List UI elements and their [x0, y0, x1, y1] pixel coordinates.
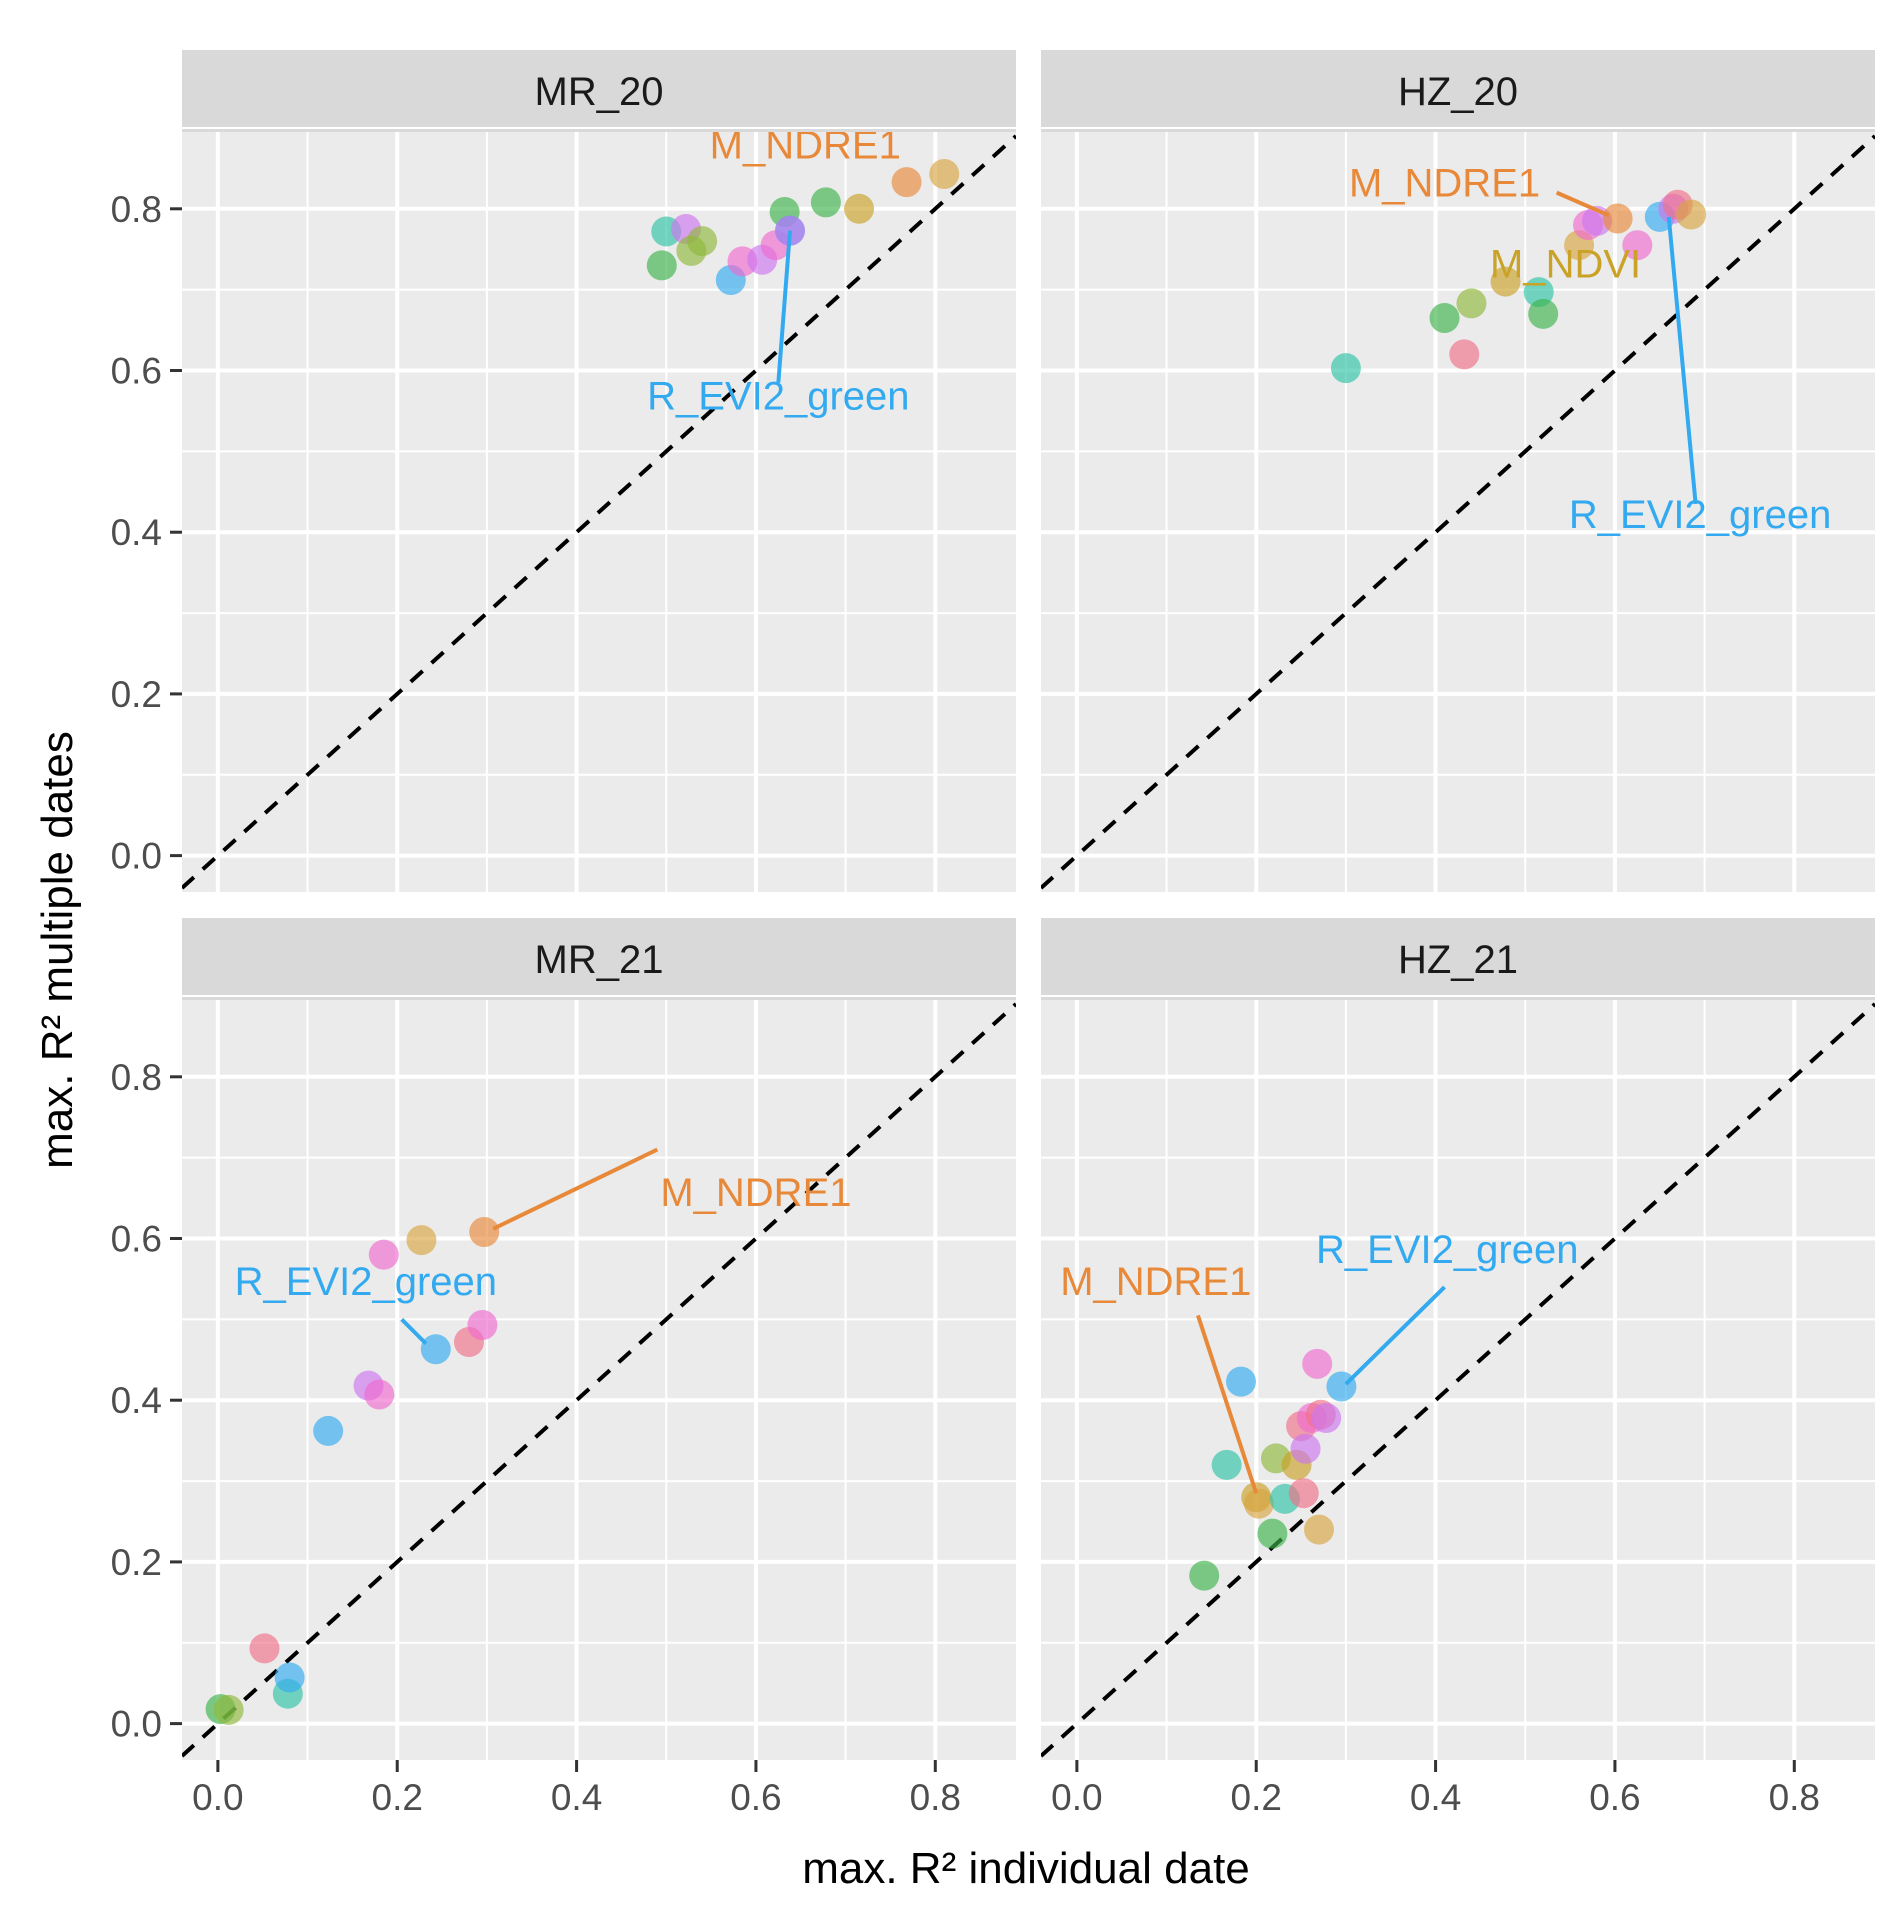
x-axis-title: max. R² individual date — [802, 1844, 1250, 1893]
panel-strip — [182, 918, 1016, 1000]
y-tick-label: 0.8 — [111, 189, 162, 230]
data-point — [1528, 298, 1559, 329]
identity-reference-line — [182, 134, 1016, 890]
panel-hz-20: HZ_20 M_NDRE1 M_NDVI R_EVI2_green — [1041, 50, 1885, 892]
x-tick-label: 0.6 — [1589, 1777, 1640, 1818]
data-point — [1302, 1348, 1333, 1379]
y-tick-label: 0.2 — [111, 1542, 162, 1583]
data-point — [646, 250, 677, 281]
point-annotation-label: R_EVI2_green — [235, 1260, 497, 1304]
y-tick-label: 0.4 — [111, 1380, 162, 1421]
data-point — [1257, 1518, 1288, 1549]
panel-title: HZ_21 — [1398, 938, 1518, 982]
plot-area: M_NDRE1 R_EVI2_green — [182, 1002, 1016, 1758]
point-annotation-label: M_NDRE1 — [660, 1171, 851, 1215]
x-tick-label: 0.0 — [192, 1777, 243, 1818]
x-tick-label: 0.6 — [730, 1777, 781, 1818]
point-annotation-label: M_NDRE1 — [1060, 1260, 1251, 1304]
x-tick-label: 0.2 — [372, 1777, 423, 1818]
label-leader-line — [776, 230, 793, 383]
point-annotation-label: M_NDVI — [1490, 243, 1641, 287]
label-leader-line — [492, 1147, 659, 1231]
panel-strip — [1041, 918, 1875, 1000]
data-point — [1676, 199, 1707, 230]
data-point — [1189, 1560, 1220, 1591]
data-point — [249, 1633, 280, 1664]
data-point — [1225, 1366, 1256, 1397]
label-leader-line — [1555, 190, 1610, 218]
data-point — [1290, 1433, 1321, 1464]
point-annotation-label: M_NDRE1 — [1349, 162, 1540, 206]
data-point — [469, 1217, 500, 1248]
data-point — [1304, 1514, 1334, 1545]
data-point — [1211, 1449, 1242, 1480]
panels-layer: MR_20M_NDRE1R_EVI2_green0.00.20.40.60.8H… — [111, 50, 1885, 1818]
data-point — [1622, 230, 1653, 261]
y-tick-label: 0.6 — [111, 1219, 162, 1260]
plot-area: M_NDRE1 R_EVI2_green — [1041, 1002, 1875, 1758]
x-tick-label: 0.4 — [551, 1777, 602, 1818]
y-tick-label: 0.2 — [111, 674, 162, 715]
y-tick-label: 0.8 — [111, 1057, 162, 1098]
x-tick-label: 0.2 — [1231, 1777, 1282, 1818]
data-point — [1429, 302, 1460, 333]
x-tick-label: 0.8 — [1769, 1777, 1820, 1818]
label-leader-line — [1344, 1285, 1446, 1386]
data-point — [467, 1310, 498, 1341]
data-point — [1311, 1403, 1342, 1433]
data-point — [929, 159, 960, 190]
identity-reference-line — [1041, 1002, 1875, 1758]
label-leader-line — [1666, 216, 1698, 505]
point-annotation-label: R_EVI2_green — [1316, 1228, 1578, 1272]
data-point — [1288, 1478, 1319, 1509]
y-tick-label: 0.0 — [111, 836, 162, 877]
data-point — [313, 1415, 344, 1446]
data-point — [687, 226, 718, 257]
panel-strip — [182, 50, 1016, 132]
data-point — [1490, 266, 1521, 297]
data-point — [1456, 288, 1487, 319]
point-annotation-label: M_NDRE1 — [710, 124, 901, 168]
label-leader-line — [1196, 1314, 1259, 1494]
panel-title: HZ_20 — [1398, 70, 1518, 114]
data-point — [274, 1662, 305, 1693]
data-point — [844, 193, 875, 224]
identity-reference-line — [1041, 134, 1875, 890]
y-tick-label: 0.0 — [111, 1704, 162, 1745]
panel-mr-21: MR_21 M_NDRE1 R_EVI2_green 0.0 0.2 0.4 0.6 0.8 0… — [111, 918, 1026, 1818]
panel-title: MR_20 — [535, 70, 664, 114]
plot-area: M_NDRE1 M_NDVI R_EVI2_green — [1041, 134, 1875, 890]
point-annotation-label: R_EVI2_green — [647, 374, 909, 418]
x-tick-label: 0.4 — [1410, 1777, 1461, 1818]
label-leader-line — [400, 1317, 428, 1346]
point-annotation-label: R_EVI2_green — [1569, 493, 1831, 537]
data-point — [810, 187, 841, 218]
y-tick-label: 0.4 — [111, 512, 162, 553]
data-point — [1449, 339, 1480, 370]
data-point — [406, 1225, 437, 1256]
data-point — [364, 1379, 395, 1410]
panel-strip — [1041, 50, 1875, 132]
identity-reference-line — [182, 1002, 1016, 1758]
x-tick-label: 0.0 — [1051, 1777, 1102, 1818]
plot-area: M_NDRE1 R_EVI2_green — [182, 124, 1016, 890]
panel-hz-21: HZ_21 M_NDRE1 R_EVI2_green 0.0 0.2 0.4 0.6 0.8 — [1041, 918, 1885, 1818]
data-point — [213, 1694, 244, 1725]
data-point — [1243, 1488, 1274, 1519]
panel-mr-20: MR_20 M_NDRE1 R_EVI2_green 0.0 0.2 0.4 0.6 0.8 — [111, 50, 1026, 892]
data-point — [420, 1334, 451, 1365]
data-point — [1330, 353, 1361, 384]
y-axis-title: max. R² multiple dates — [33, 731, 82, 1169]
y-tick-label: 0.6 — [111, 351, 162, 392]
data-point — [1602, 203, 1633, 234]
x-tick-label: 0.8 — [910, 1777, 961, 1818]
data-point — [891, 167, 922, 198]
data-point — [368, 1239, 399, 1270]
panel-title: MR_21 — [535, 938, 664, 982]
